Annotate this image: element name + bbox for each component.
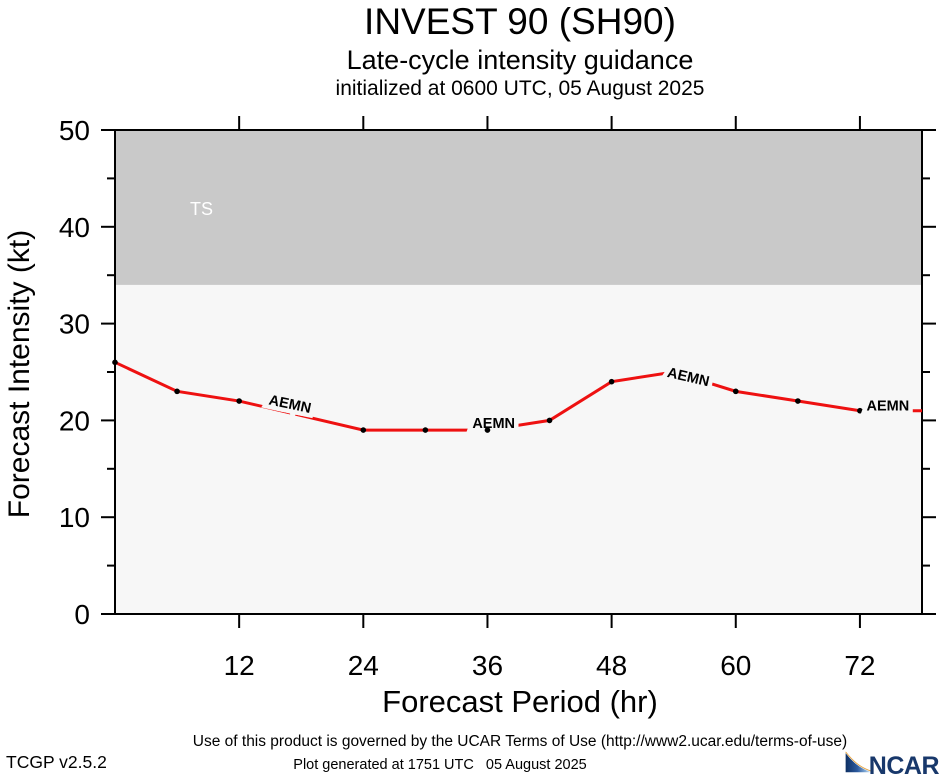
init-time-line: initialized at 0600 UTC, 05 August 2025 [335, 77, 705, 100]
ts-band [115, 130, 922, 285]
y-tick-label: 50 [59, 115, 90, 146]
y-tick-label: 20 [59, 405, 90, 436]
data-point-marker [236, 398, 242, 404]
y-tick-label: 40 [59, 212, 90, 243]
ts-band-label: TS [190, 199, 213, 219]
y-tick-label: 30 [59, 309, 90, 340]
tcgp-version-text: TCGP v2.5.2 [6, 752, 107, 772]
page-title: INVEST 90 (SH90) [364, 1, 676, 42]
data-point-marker [174, 388, 180, 395]
ncar-logo-text: NCAR [868, 752, 939, 780]
x-tick-label: 60 [720, 650, 751, 681]
line-label-aemn: AEMN [867, 399, 910, 415]
data-point-marker [360, 427, 367, 433]
x-axis-title: Forecast Period (hr) [382, 684, 658, 719]
data-point-marker [732, 388, 739, 395]
intensity-line [114, 360, 922, 432]
data-point-marker [546, 417, 553, 424]
terms-of-use-text: Use of this product is governed by the U… [192, 733, 848, 750]
title-block: INVEST 90 (SH90) Late-cycle intensity gu… [100, 0, 939, 101]
ncar-swoosh-icon [845, 751, 872, 773]
data-point-marker [857, 407, 863, 414]
x-tick-label: 24 [348, 650, 379, 681]
data-point-marker [608, 378, 615, 385]
y-tick-label: 0 [74, 599, 90, 630]
y-axis-title: Forecast Intensity (kt) [3, 229, 36, 519]
x-tick-label: 48 [596, 650, 627, 681]
data-point-marker [484, 427, 491, 433]
x-tick-label: 72 [844, 650, 875, 681]
data-point-marker [112, 359, 118, 366]
x-tick-label: 12 [224, 650, 255, 681]
plot-generated-text: Plot generated at 1751 UTC 05 August 202… [293, 757, 587, 773]
data-point-marker [795, 398, 801, 404]
page-subtitle: Late-cycle intensity guidance [346, 45, 694, 75]
y-tick-label: 10 [59, 502, 90, 533]
data-point-marker [422, 427, 429, 433]
x-tick-label: 36 [472, 650, 503, 681]
line-label-aemn: AEMN [472, 416, 515, 432]
ncar-logo: NCAR [845, 741, 939, 780]
plot-frame [114, 129, 923, 615]
